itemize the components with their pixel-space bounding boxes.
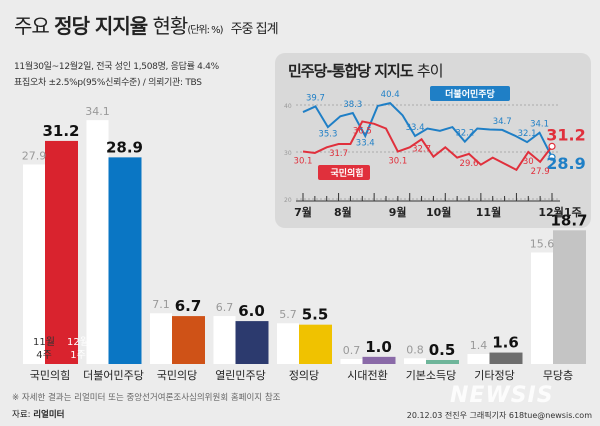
data-label: 34.7 — [493, 117, 512, 127]
bar-prev — [404, 358, 426, 364]
bar-label-prev: 1.4 — [470, 339, 488, 352]
series-tag-ppp — [318, 165, 370, 180]
page-title: 주요 정당 지지율 현황(단위: %) 주중 집계 — [14, 14, 279, 38]
category-label: 국민의힘 — [30, 369, 70, 382]
bar-label-prev: 34.1 — [85, 105, 110, 118]
category-label: 열린민주당 — [215, 369, 266, 382]
bar-current — [489, 352, 523, 364]
bar-current — [108, 157, 142, 364]
legend-label: 12월 — [67, 336, 89, 348]
category-label: 시대전환 — [347, 369, 387, 382]
bar-current — [45, 140, 78, 364]
x-tick-label: 12월1주 — [538, 205, 581, 219]
bar-prev — [213, 316, 236, 364]
bar-prev — [277, 323, 299, 364]
x-tick-label: 7월 — [294, 205, 312, 219]
data-label: 29.6 — [460, 159, 479, 169]
category-label: 더불어민주당 — [83, 369, 144, 382]
bar-label-prev: 0.7 — [343, 344, 361, 357]
bar-label-current: 0.5 — [429, 341, 456, 359]
y-tick-label: 40 — [284, 103, 292, 110]
bar-prev — [467, 353, 490, 364]
bar-current — [235, 321, 269, 364]
data-label: 33.4 — [356, 139, 375, 149]
bar-label-prev: 5.7 — [279, 308, 297, 321]
bar-prev — [86, 120, 109, 364]
bar-current — [362, 356, 396, 364]
data-label: 27.9 — [531, 167, 550, 177]
bar-prev — [531, 252, 553, 364]
y-tick-label: 20 — [284, 197, 292, 204]
series-line — [302, 102, 553, 158]
legend-label: 1주 — [70, 350, 86, 361]
series-line — [302, 120, 553, 172]
survey-info: 11월30일~12월2일, 전국 성인 1,508명, 응답률 4.4% — [14, 62, 219, 72]
category-label: 국민의당 — [157, 369, 197, 382]
data-label: 30.1 — [294, 157, 313, 167]
bar-current — [172, 316, 205, 364]
bar-label-current: 5.5 — [302, 306, 329, 324]
category-label: 정의당 — [289, 369, 319, 382]
bar-prev — [340, 358, 363, 364]
series-tag-label: 더불어민주당 — [445, 88, 495, 100]
bar-current — [299, 324, 332, 364]
bar-label-current: 1.0 — [365, 338, 392, 356]
data-label: 33.4 — [406, 123, 425, 133]
line-chart-title: 민주당-통합당 지지도 추이 — [288, 62, 443, 80]
category-label: 기본소득당 — [406, 369, 457, 382]
credit: 20.12.03 전진우 그래픽기자 618tue@newsis.com — [406, 411, 592, 420]
data-label: 38.3 — [343, 100, 362, 110]
legend-label: 11월 — [33, 336, 55, 348]
x-tick-label: 10월 — [426, 205, 451, 219]
data-label: 39.7 — [306, 93, 325, 103]
y-tick-label: 30 — [284, 150, 292, 157]
bar-current — [553, 230, 586, 364]
data-label: 32.7 — [412, 144, 431, 154]
data-label: 31.7 — [329, 149, 348, 159]
data-label: 35.3 — [318, 130, 337, 140]
bar-label-current: 1.6 — [492, 334, 519, 352]
x-tick-label: 9월 — [389, 205, 407, 219]
data-label: 30 — [523, 157, 534, 167]
series-end-marker — [548, 153, 556, 161]
data-label: 32.1 — [518, 129, 537, 139]
bar-label-current: 18.7 — [550, 211, 587, 229]
survey-error-info: 표집오차 ±2.5%p(95%신뢰수준) / 의뢰기관: TBS — [14, 78, 202, 88]
data-label: 32.2 — [455, 129, 474, 139]
bar-label-prev: 0.8 — [406, 343, 424, 356]
bar-label-current: 6.0 — [238, 302, 265, 320]
bar-prev — [23, 164, 45, 364]
legend-label: 4주 — [36, 350, 52, 361]
data-label: 34.1 — [530, 120, 549, 130]
bar-label-prev: 6.7 — [216, 301, 234, 314]
category-label: 기타정당 — [474, 369, 514, 382]
category-label: 무당층 — [543, 369, 573, 382]
bar-label-current: 6.7 — [175, 297, 202, 315]
series-end-marker — [548, 142, 556, 150]
data-label: 31.2 — [546, 125, 585, 144]
bar-prev — [150, 313, 172, 364]
x-tick-label: 8월 — [334, 205, 352, 219]
data-label: 30.1 — [388, 157, 407, 167]
data-label: 40.4 — [381, 90, 400, 100]
source: 자료: 리얼미터 — [12, 410, 65, 420]
bar-label-current: 28.9 — [106, 138, 143, 156]
bar-label-prev: 27.9 — [22, 150, 47, 163]
series-tag-democratic — [430, 86, 510, 101]
x-tick-label: 11월 — [476, 205, 501, 219]
bar-label-current: 31.2 — [42, 122, 79, 140]
series-tag-label: 국민의힘 — [330, 167, 363, 179]
data-label: 36.5 — [353, 126, 372, 136]
newsis-watermark: NEWSIS — [450, 383, 554, 408]
data-label: 28.9 — [546, 154, 585, 173]
bar-label-prev: 7.1 — [152, 298, 170, 311]
bar-label-prev: 15.6 — [530, 237, 555, 250]
footnote: ※ 자세한 결과는 리얼미터 또는 중앙선거여론조사심의위원회 홈페이지 참조 — [12, 393, 281, 403]
bar-current — [426, 360, 459, 364]
